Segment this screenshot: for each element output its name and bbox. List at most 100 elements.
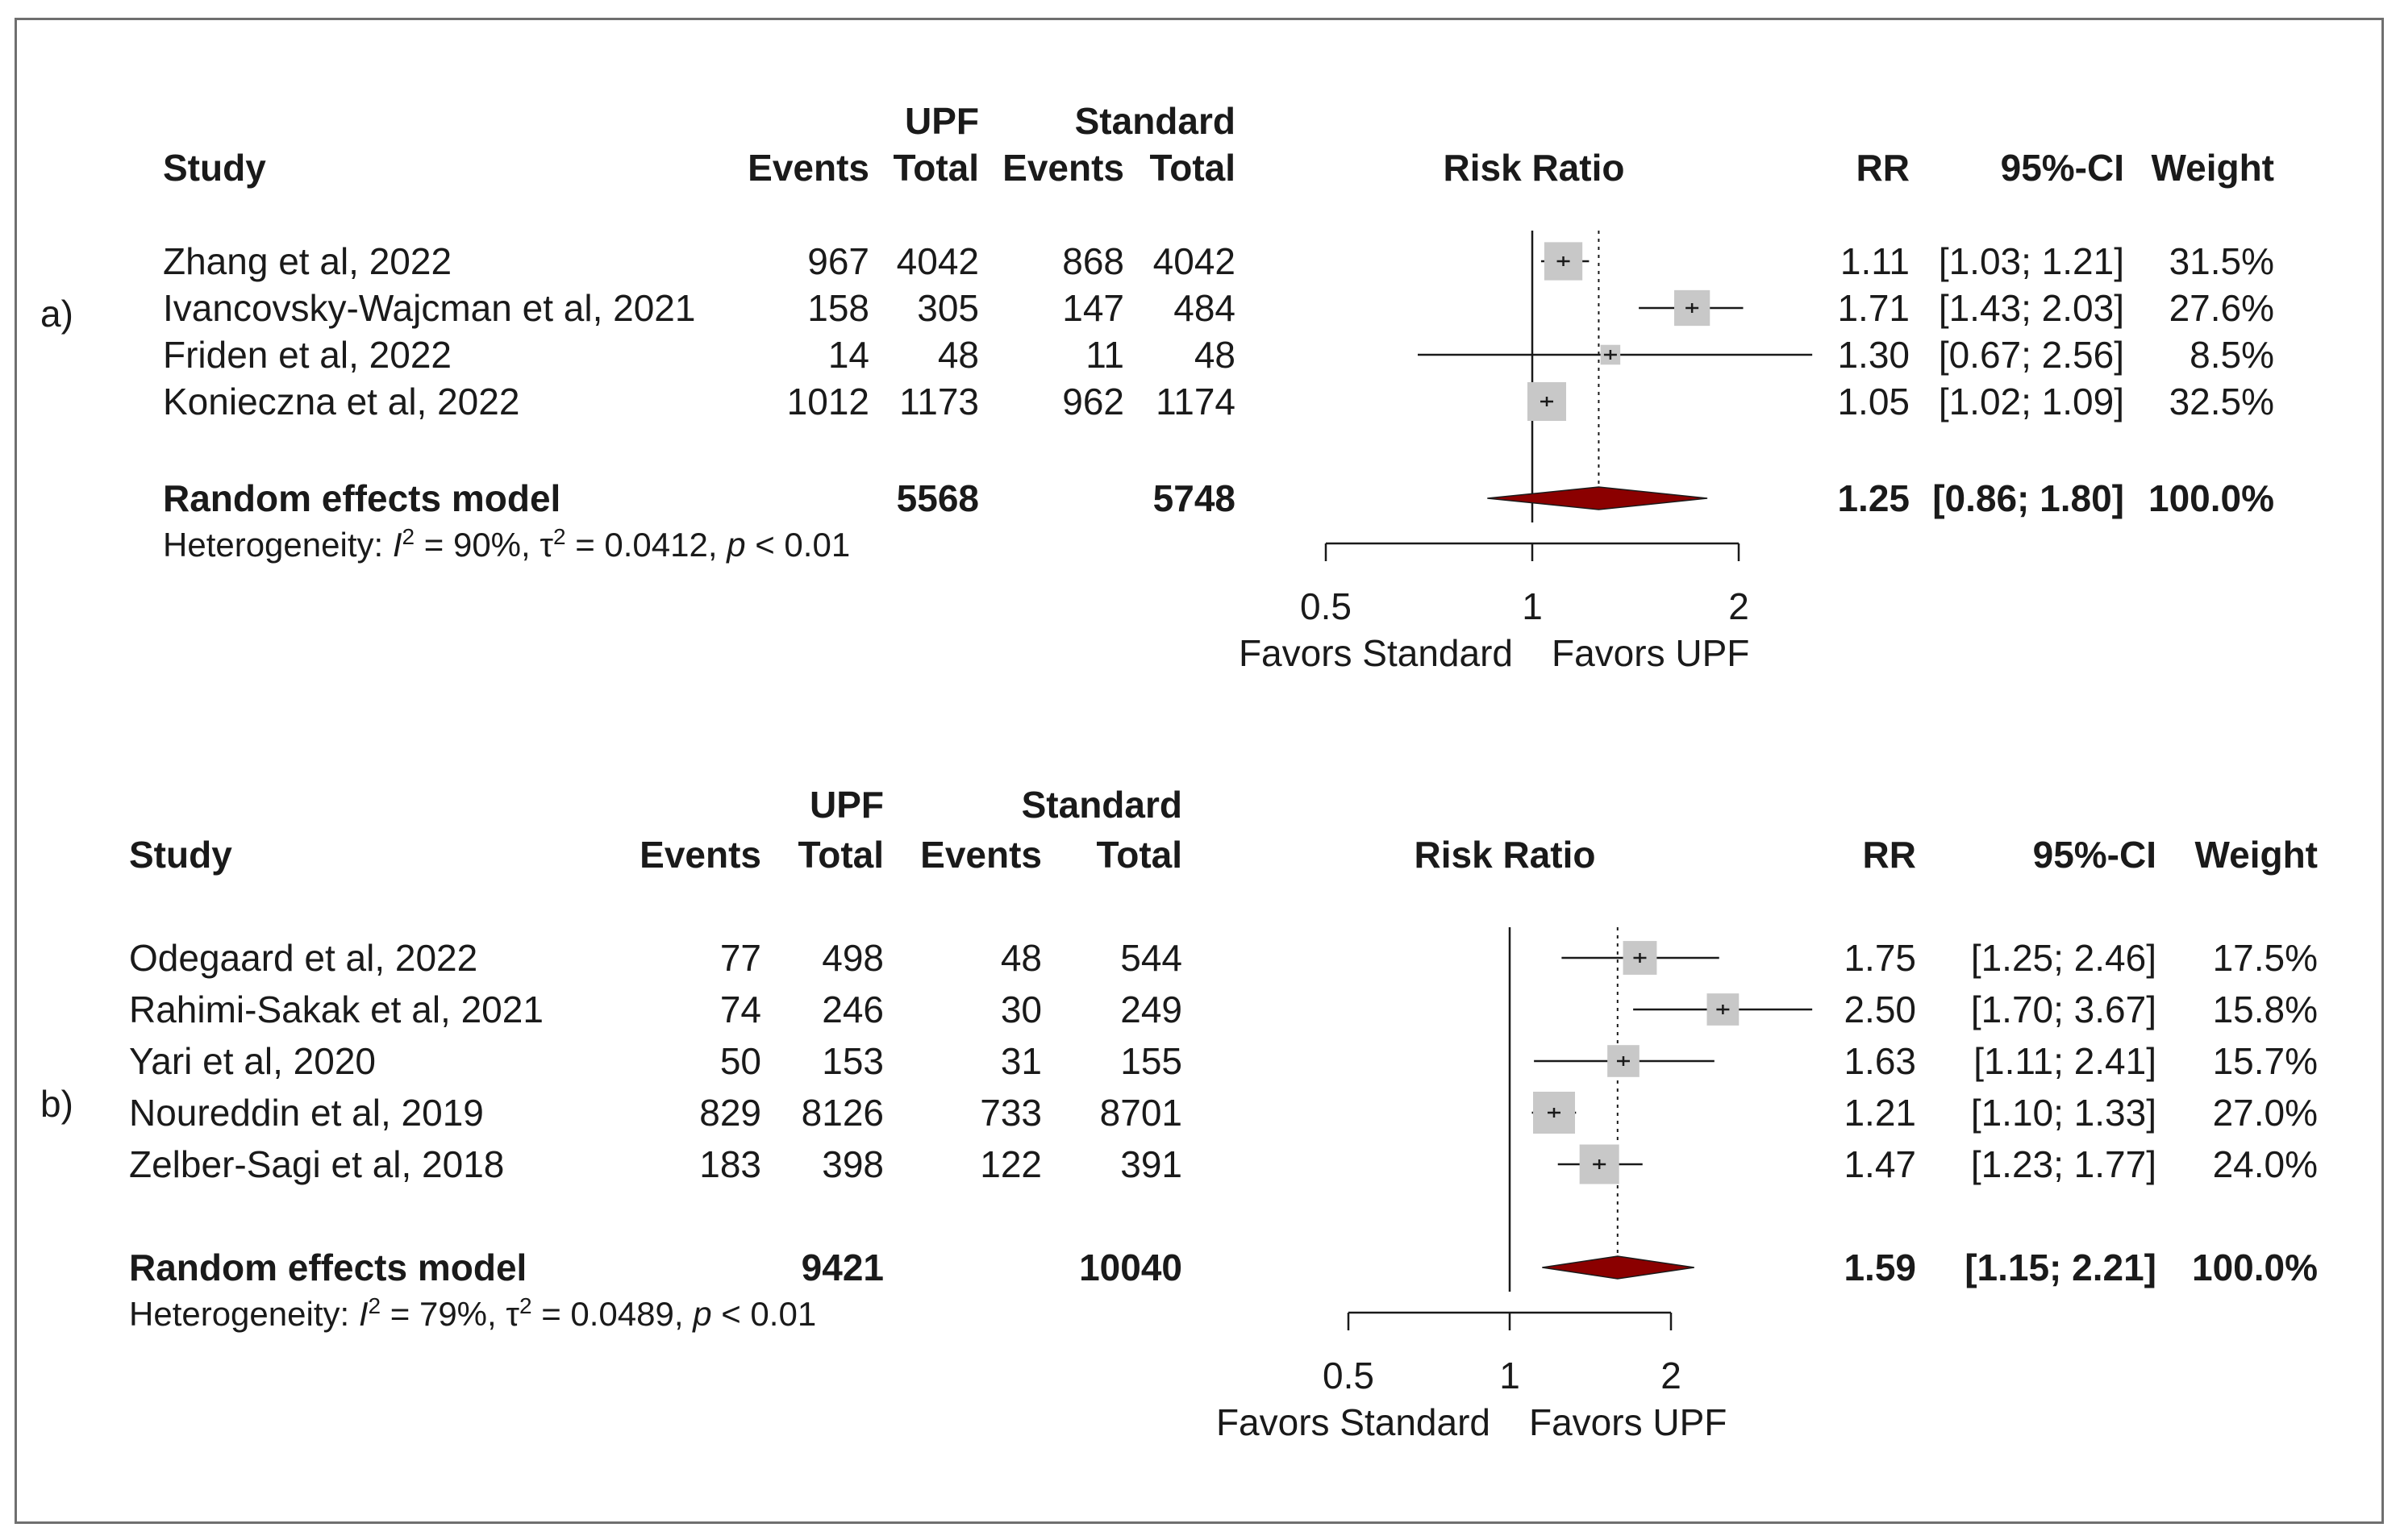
total-standard: 1174: [1156, 381, 1235, 422]
events-standard: 48: [1001, 937, 1042, 979]
study-ci: [1.70; 3.67]: [1971, 989, 2156, 1030]
pooled-weight: 100.0%: [2148, 477, 2274, 519]
total-upf: 398: [822, 1143, 884, 1185]
pooled-total-upf: 9421: [802, 1247, 884, 1288]
events-upf: 967: [807, 240, 869, 282]
events-standard: 11: [1085, 334, 1124, 376]
study-weight: 27.6%: [2169, 287, 2274, 329]
study-rr: 1.21: [1844, 1092, 1916, 1134]
study-rr: 2.50: [1844, 989, 1916, 1030]
study-name: Konieczna et al, 2022: [163, 381, 519, 422]
study-ci: [1.11; 2.41]: [1973, 1040, 2156, 1082]
events-upf: 50: [720, 1040, 761, 1082]
events-standard: 147: [1062, 287, 1124, 329]
total-standard: 249: [1120, 989, 1182, 1030]
pooled-diamond: [1542, 1255, 1694, 1280]
favors-upf-label: Favors UPF: [1529, 1401, 1727, 1443]
study-ci: [1.25; 2.46]: [1971, 937, 2156, 979]
header-total-2: Total: [1150, 147, 1235, 189]
study-rr: 1.05: [1837, 381, 1910, 422]
study-weight: 17.5%: [2213, 937, 2318, 979]
total-upf: 246: [822, 989, 884, 1030]
total-upf: 48: [938, 334, 979, 376]
header-events-1: Events: [748, 147, 869, 189]
total-upf: 1173: [899, 381, 979, 422]
panel-label-b: b): [40, 1083, 73, 1125]
x-tick-label: 1: [1522, 585, 1543, 627]
study-name: Noureddin et al, 2019: [129, 1092, 484, 1134]
forest-plot-b: Study UPF Standard Events Total Events Total Ri…: [119, 692, 2389, 1466]
study-ci: [1.10; 1.33]: [1971, 1092, 2156, 1134]
study-weight: 24.0%: [2213, 1143, 2318, 1185]
header-total-1: Total: [894, 147, 979, 189]
header-risk-ratio: Risk Ratio: [1415, 834, 1596, 876]
events-upf: 74: [720, 989, 761, 1030]
study-name: Friden et al, 2022: [163, 334, 452, 376]
forest-plot-b-svg: Study UPF Standard Events Total Events Total Ri…: [129, 784, 2318, 1443]
events-upf: 158: [807, 287, 869, 329]
events-upf: 183: [699, 1143, 761, 1185]
favors-standard-label: Favors Standard: [1239, 632, 1513, 674]
favors-upf-label: Favors UPF: [1552, 632, 1749, 674]
x-tick-label: 0.5: [1300, 585, 1352, 627]
study-rr: 1.71: [1837, 287, 1910, 329]
study-weight: 8.5%: [2190, 334, 2274, 376]
events-upf: 77: [720, 937, 761, 979]
total-standard: 484: [1173, 287, 1235, 329]
header-study: Study: [163, 147, 266, 189]
panel-label-a: a): [40, 293, 73, 335]
header-ci: 95%-CI: [2033, 834, 2156, 876]
events-standard: 962: [1062, 381, 1124, 422]
pooled-total-upf: 5568: [897, 477, 979, 519]
favors-standard-label: Favors Standard: [1216, 1401, 1490, 1443]
total-standard: 4042: [1153, 240, 1235, 282]
forest-plot-a-svg: Study UPF Standard Events Total Events Total Ri…: [163, 100, 2274, 674]
study-rr: 1.63: [1844, 1040, 1916, 1082]
events-standard: 122: [980, 1143, 1042, 1185]
pooled-weight: 100.0%: [2192, 1247, 2318, 1288]
header-total-2: Total: [1097, 834, 1182, 876]
study-weight: 15.7%: [2213, 1040, 2318, 1082]
study-name: Yari et al, 2020: [129, 1040, 376, 1082]
total-standard: 48: [1194, 334, 1235, 376]
study-ci: [1.23; 1.77]: [1971, 1143, 2156, 1185]
figure-frame: [15, 18, 2384, 1524]
study-weight: 32.5%: [2169, 381, 2274, 422]
total-upf: 8126: [802, 1092, 884, 1134]
study-name: Ivancovsky-Wajcman et al, 2021: [163, 287, 695, 329]
header-study: Study: [129, 834, 232, 876]
study-name: Rahimi-Sakak et al, 2021: [129, 989, 544, 1030]
total-upf: 498: [822, 937, 884, 979]
pooled-total-standard: 10040: [1079, 1247, 1182, 1288]
total-upf: 153: [822, 1040, 884, 1082]
header-total-1: Total: [798, 834, 884, 876]
events-standard: 868: [1062, 240, 1124, 282]
study-rr: 1.11: [1840, 240, 1910, 282]
header-events-2: Events: [920, 834, 1042, 876]
total-upf: 4042: [897, 240, 979, 282]
header-weight: Weight: [2152, 147, 2274, 189]
study-name: Zhang et al, 2022: [163, 240, 452, 282]
x-tick-label: 2: [1660, 1355, 1681, 1396]
header-rr: RR: [1856, 147, 1910, 189]
header-events-1: Events: [640, 834, 761, 876]
events-standard: 31: [1001, 1040, 1042, 1082]
x-tick-label: 2: [1728, 585, 1749, 627]
pooled-label: Random effects model: [163, 477, 560, 519]
study-ci: [1.02; 1.09]: [1939, 381, 2124, 422]
header-weight: Weight: [2195, 834, 2318, 876]
total-upf: 305: [917, 287, 979, 329]
header-risk-ratio: Risk Ratio: [1444, 147, 1625, 189]
total-standard: 544: [1120, 937, 1182, 979]
study-ci: [1.43; 2.03]: [1939, 287, 2124, 329]
study-weight: 31.5%: [2169, 240, 2274, 282]
pooled-total-standard: 5748: [1153, 477, 1235, 519]
events-standard: 733: [980, 1092, 1042, 1134]
study-rr: 1.47: [1844, 1143, 1916, 1185]
header-events-2: Events: [1002, 147, 1124, 189]
events-standard: 30: [1001, 989, 1042, 1030]
pooled-diamond: [1487, 486, 1708, 510]
header-rr: RR: [1863, 834, 1916, 876]
forest-plot-a: Study UPF Standard Events Total Events Total Ri…: [137, 68, 2389, 697]
total-standard: 391: [1120, 1143, 1182, 1185]
